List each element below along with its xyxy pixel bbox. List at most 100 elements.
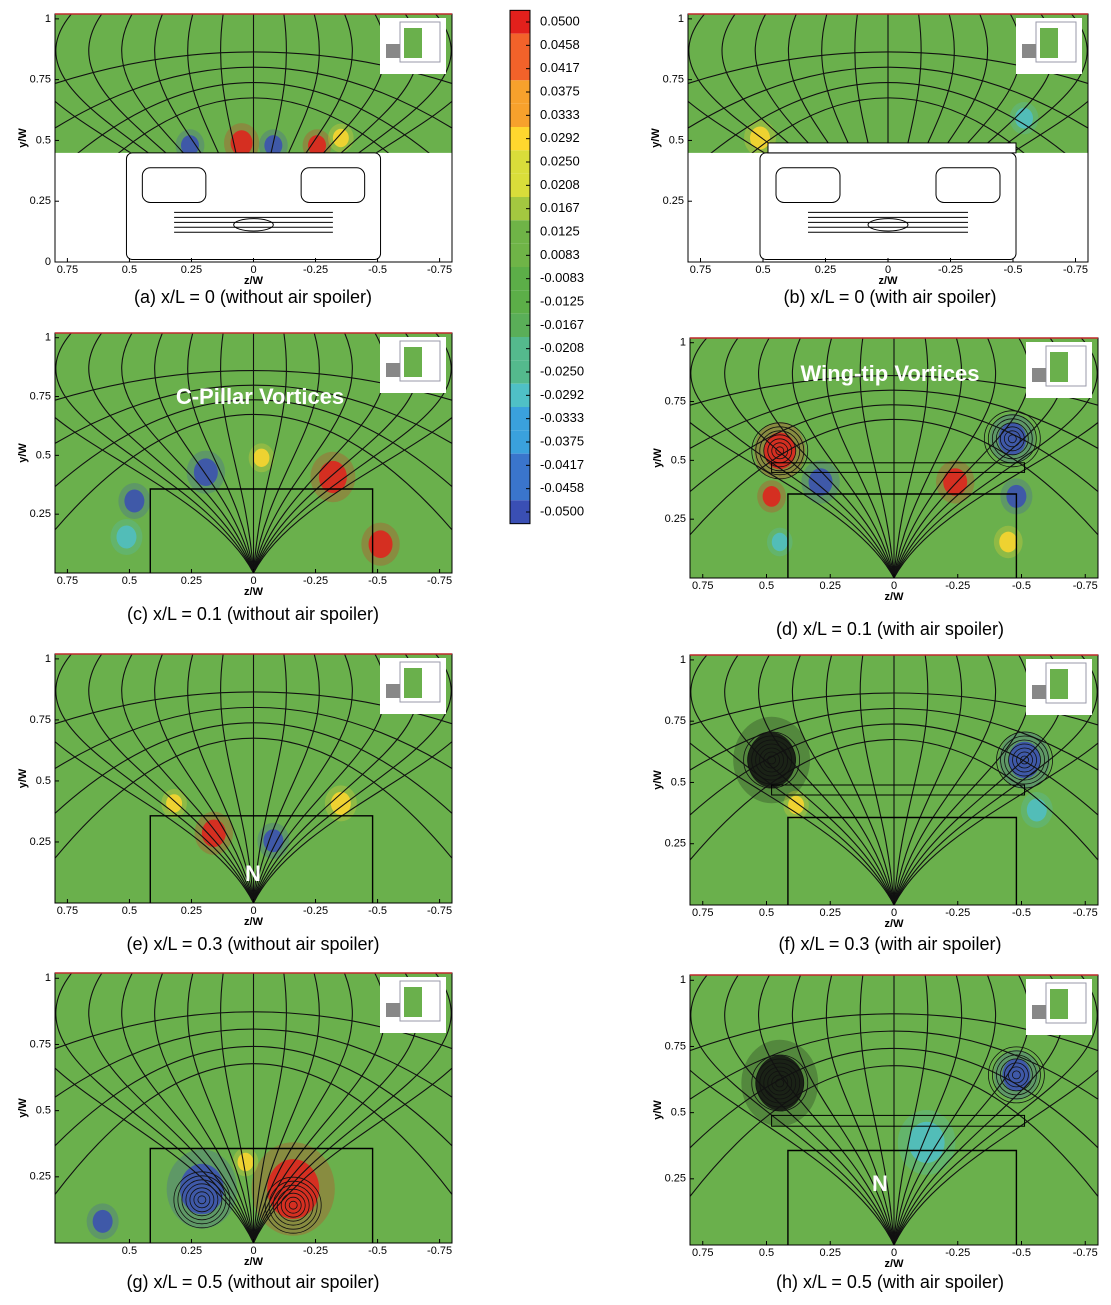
panel: 0.750.50.250-0.25-0.5-0.750.250.50.751z/… — [650, 10, 1111, 307]
x-tick-label: 0.75 — [692, 907, 713, 919]
x-axis-label: z/W — [885, 1258, 905, 1270]
y-tick-label: 0.5 — [671, 1107, 686, 1119]
y-tick-label: 1 — [678, 13, 684, 25]
x-tick-label: 0.75 — [57, 264, 78, 276]
y-tick-label: 0.25 — [30, 1171, 51, 1183]
contour-halo — [110, 519, 142, 555]
y-tick-label: 0.75 — [30, 74, 51, 86]
inset-vehicle — [386, 44, 400, 58]
x-tick-label: 0.25 — [181, 1245, 202, 1257]
y-tick-label: 0.25 — [665, 1173, 686, 1185]
x-tick-label: 0.75 — [57, 905, 78, 917]
y-tick-label: 0.5 — [36, 775, 51, 787]
annotation: N — [245, 861, 261, 886]
x-tick-label: -0.75 — [427, 264, 452, 276]
x-tick-label: 0.75 — [690, 264, 711, 276]
figure: 0.05000.04580.04170.03750.03330.02920.02… — [0, 0, 1111, 1300]
y-tick-label: 0.75 — [665, 1040, 686, 1052]
x-tick-label: 0.75 — [57, 575, 78, 587]
y-tick-label: 1 — [680, 337, 686, 349]
inset-plane — [1050, 669, 1068, 699]
colorbar-label: 0.0500 — [540, 13, 580, 28]
y-tick-label: 0.75 — [665, 715, 686, 727]
x-tick-label: 0.25 — [181, 264, 202, 276]
x-tick-label: -0.75 — [427, 575, 452, 587]
y-axis-label: y/W — [17, 1098, 29, 1118]
colorbar-label: 0.0167 — [540, 200, 580, 215]
caption: (f) x/L = 0.3 (with air spoiler) — [779, 934, 1002, 954]
contour-halo — [757, 480, 786, 512]
caption: (c) x/L = 0.1 (without air spoiler) — [127, 604, 379, 624]
x-axis-label: z/W — [885, 591, 905, 603]
contour-halo — [328, 124, 354, 153]
x-tick-label: 0.25 — [181, 905, 202, 917]
inset-vehicle — [1022, 44, 1036, 58]
inset-plane — [404, 668, 422, 698]
caption: (d) x/L = 0.1 (with air spoiler) — [776, 619, 1004, 639]
y-axis-label: y/W — [650, 128, 662, 148]
panel: 0.750.50.250-0.25-0.5-0.750.250.50.751z/… — [652, 651, 1111, 954]
y-axis-label: y/W — [17, 768, 29, 788]
y-tick-label: 0 — [45, 256, 51, 268]
inset-plane — [1050, 352, 1068, 382]
x-tick-label: 0.5 — [122, 1245, 137, 1257]
x-axis-label: z/W — [244, 275, 264, 287]
y-tick-label: 0.75 — [30, 390, 51, 402]
colorbar-label: -0.0125 — [540, 293, 584, 308]
colorbar-label: 0.0417 — [540, 60, 580, 75]
colorbar-label: -0.0083 — [540, 270, 584, 285]
y-tick-label: 0.5 — [671, 776, 686, 788]
colorbar-label: -0.0375 — [540, 433, 584, 448]
x-tick-label: 0.5 — [122, 905, 137, 917]
x-tick-label: -0.75 — [427, 905, 452, 917]
x-tick-label: 0.75 — [692, 1247, 713, 1259]
colorbar-label: -0.0333 — [540, 410, 584, 425]
y-tick-label: 1 — [680, 654, 686, 666]
x-tick-label: 0.5 — [122, 575, 137, 587]
caption: (b) x/L = 0 (with air spoiler) — [784, 287, 997, 307]
y-tick-label: 1 — [45, 13, 51, 25]
annotation: N — [872, 1171, 888, 1196]
x-tick-label: -0.5 — [368, 1245, 387, 1257]
inset-vehicle — [386, 1003, 400, 1017]
x-tick-label: -0.75 — [427, 1245, 452, 1257]
x-axis-label: z/W — [244, 1256, 264, 1268]
y-tick-label: 0.75 — [663, 74, 684, 86]
y-tick-label: 0.75 — [30, 714, 51, 726]
colorbar-label: -0.0250 — [540, 363, 584, 378]
y-tick-label: 0.5 — [36, 1105, 51, 1117]
colorbar-label: -0.0292 — [540, 387, 584, 402]
x-tick-label: -0.25 — [938, 264, 963, 276]
vehicle-outline — [126, 153, 380, 260]
y-axis-label: y/W — [17, 443, 29, 463]
contour-halo — [187, 451, 225, 494]
colorbar-label: 0.0083 — [540, 247, 580, 262]
x-axis-label: z/W — [879, 275, 899, 287]
inset-plane — [404, 28, 422, 58]
caption: (a) x/L = 0 (without air spoiler) — [134, 287, 372, 307]
inset-plane — [404, 987, 422, 1017]
x-axis-label: z/W — [244, 586, 264, 598]
colorbar-label: 0.0333 — [540, 107, 580, 122]
colorbar-label: -0.0167 — [540, 317, 584, 332]
x-tick-label: -0.75 — [1073, 580, 1098, 592]
contour-halo — [1021, 792, 1053, 828]
y-tick-label: 0.25 — [30, 836, 51, 848]
contour-halo — [994, 526, 1023, 558]
vehicle-outline — [760, 153, 1016, 260]
x-tick-label: 0.25 — [820, 907, 841, 919]
x-tick-label: -0.75 — [1073, 1247, 1098, 1259]
colorbar-label: 0.0208 — [540, 177, 580, 192]
x-tick-label: 0.5 — [122, 264, 137, 276]
y-tick-label: 0.25 — [30, 195, 51, 207]
y-tick-label: 0.25 — [663, 195, 684, 207]
x-tick-label: 0.75 — [692, 580, 713, 592]
colorbar-label: -0.0208 — [540, 340, 584, 355]
x-tick-label: -0.25 — [303, 264, 328, 276]
colorbar-label: 0.0458 — [540, 37, 580, 52]
panel: 0.750.50.250-0.25-0.5-0.7500.250.50.751z… — [17, 10, 484, 307]
y-tick-label: 0.25 — [665, 513, 686, 525]
x-tick-label: -0.75 — [1073, 907, 1098, 919]
x-tick-label: -0.5 — [1012, 1247, 1031, 1259]
